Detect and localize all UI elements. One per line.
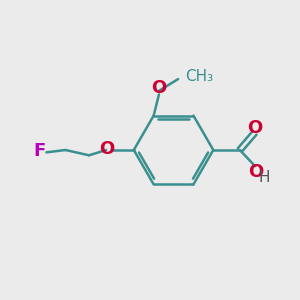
Text: O: O: [248, 119, 263, 137]
Text: H: H: [259, 170, 270, 185]
Text: O: O: [99, 140, 114, 158]
Text: O: O: [152, 80, 166, 98]
Text: F: F: [34, 142, 46, 160]
Text: CH₃: CH₃: [185, 69, 214, 84]
Text: O: O: [248, 163, 264, 181]
